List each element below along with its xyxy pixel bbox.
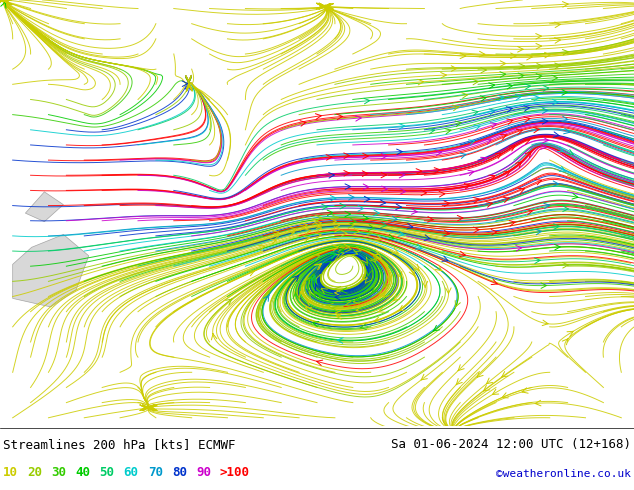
Polygon shape — [25, 192, 63, 221]
Text: >100: >100 — [220, 466, 250, 479]
Text: 60: 60 — [124, 466, 139, 479]
Text: 10: 10 — [3, 466, 18, 479]
Text: 20: 20 — [27, 466, 42, 479]
Text: Sa 01-06-2024 12:00 UTC (12+168): Sa 01-06-2024 12:00 UTC (12+168) — [391, 438, 631, 451]
Text: 50: 50 — [100, 466, 115, 479]
Text: 40: 40 — [75, 466, 91, 479]
Polygon shape — [13, 234, 89, 307]
Text: 90: 90 — [196, 466, 211, 479]
Text: ©weatheronline.co.uk: ©weatheronline.co.uk — [496, 468, 631, 479]
Text: 70: 70 — [148, 466, 163, 479]
Text: 30: 30 — [51, 466, 67, 479]
Text: Streamlines 200 hPa [kts] ECMWF: Streamlines 200 hPa [kts] ECMWF — [3, 438, 236, 451]
Text: 80: 80 — [172, 466, 187, 479]
